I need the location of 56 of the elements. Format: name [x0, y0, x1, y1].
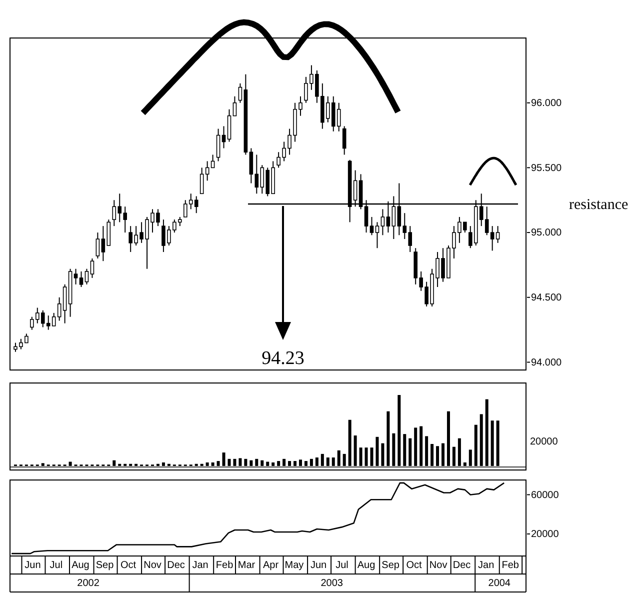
candlestick	[375, 222, 380, 249]
candlestick	[200, 167, 204, 194]
candlestick	[84, 268, 89, 285]
candlestick	[205, 160, 210, 182]
x-tick-label: Jun	[24, 560, 41, 572]
x-tick-label: Jul	[336, 560, 348, 572]
ref-line-label: resistance	[569, 197, 628, 213]
candlestick	[62, 284, 67, 324]
y-tick-label: 20000	[531, 529, 560, 540]
x2-tick-label: 2004	[488, 578, 511, 590]
candlestick	[74, 268, 78, 285]
candlestick	[227, 108, 232, 142]
candlestick	[370, 216, 374, 236]
x-tick-label: Oct	[406, 560, 422, 572]
y-tick-label: 95.000	[531, 228, 562, 239]
x-tick-label: May	[284, 560, 304, 572]
annotation: 94.23	[262, 348, 304, 369]
candlestick	[216, 128, 220, 162]
y-tick-label: 94.500	[531, 292, 562, 304]
candlestick	[232, 96, 237, 116]
candlestick	[96, 232, 100, 259]
x-tick-label: Jul	[50, 560, 63, 572]
x-tick-label: Dec	[452, 560, 471, 572]
candlestick	[238, 82, 242, 104]
y-tick-label: 95.500	[531, 162, 562, 174]
candlestick	[90, 258, 94, 278]
x-tick-label: Feb	[216, 560, 234, 572]
y-tick-label: 94.000	[531, 357, 562, 368]
x-tick-label: Sep	[382, 560, 400, 572]
candlestick	[380, 208, 385, 236]
candlestick	[210, 154, 215, 168]
x-tick-label: Sep	[96, 560, 114, 572]
x-tick-label: Aug	[72, 560, 90, 572]
x-tick-label: Jan	[192, 560, 208, 572]
x-tick-label: Mar	[238, 560, 256, 572]
x-tick-label: Oct	[120, 560, 136, 572]
x-tick-label: Aug	[357, 560, 376, 572]
x-tick-label: Feb	[502, 560, 520, 572]
candlestick	[57, 296, 62, 322]
x-tick-label: Nov	[144, 560, 162, 572]
x2-tick-label: 2002	[77, 578, 100, 590]
x-tick-label: Nov	[429, 560, 448, 572]
candlestick	[222, 126, 226, 149]
y-tick-label: 60000	[531, 490, 560, 501]
candlestick	[496, 226, 500, 244]
candlestick	[106, 219, 111, 246]
x-tick-label: Jun	[310, 560, 327, 572]
candlestick	[490, 226, 494, 252]
candlestick	[101, 226, 106, 262]
x-tick-label: Dec	[167, 560, 185, 572]
x-tick-label: Jan	[478, 560, 494, 572]
candlestick	[79, 270, 84, 288]
candlestick	[342, 126, 346, 156]
y-tick-label: 96.000	[531, 98, 562, 110]
x-tick-label: Apr	[262, 560, 280, 572]
x2-tick-label: 2003	[320, 578, 344, 590]
